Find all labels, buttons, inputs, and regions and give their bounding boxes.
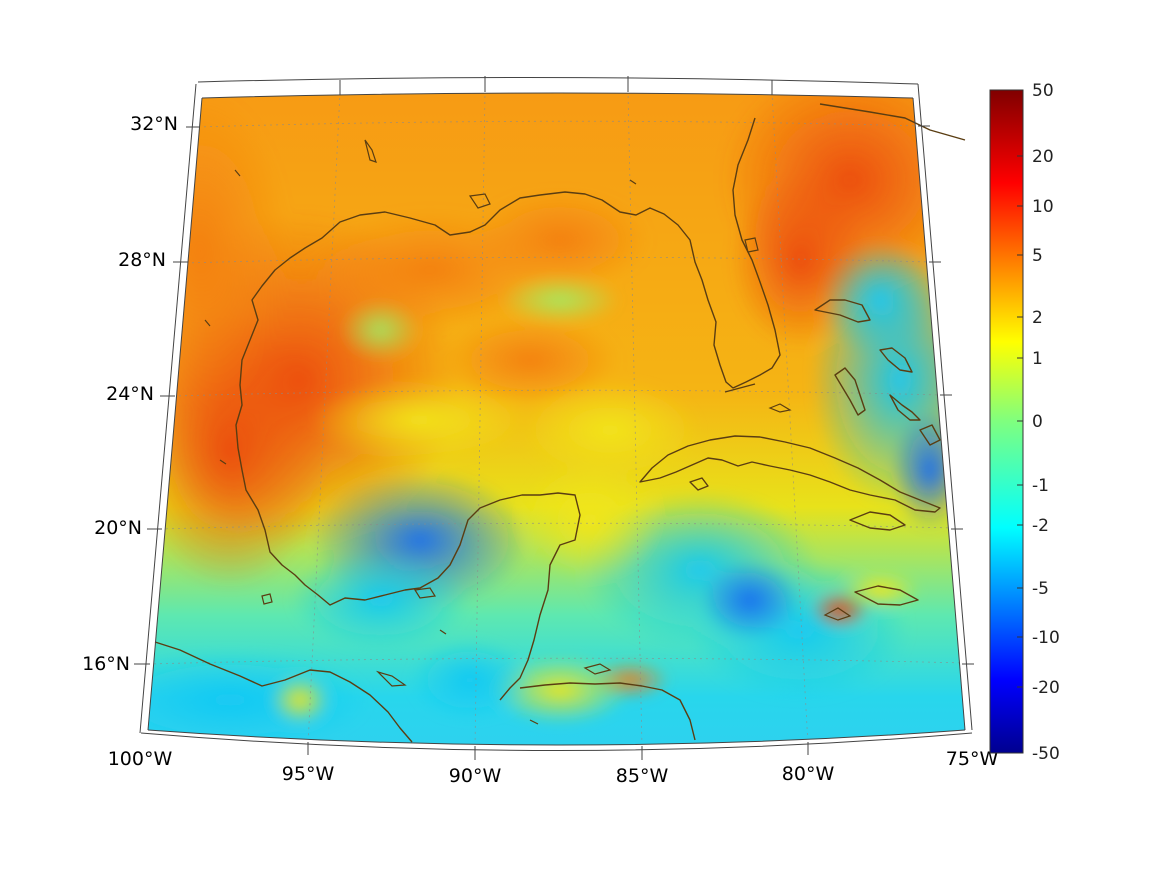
colorbar-label: -5 <box>1032 579 1049 599</box>
lat-label: 28°N <box>118 249 166 271</box>
lat-label: 16°N <box>82 653 130 675</box>
colorbar-label: 5 <box>1032 246 1043 266</box>
lon-label: 100°W <box>108 748 173 770</box>
colorbar-label: -2 <box>1032 516 1049 536</box>
lat-label: 24°N <box>106 383 154 405</box>
coastlines <box>154 103 966 743</box>
colorbar-label: -10 <box>1032 628 1060 648</box>
lon-label: 90°W <box>449 765 502 787</box>
longitude-labels: 100°W 95°W 90°W 85°W 80°W 75°W <box>108 748 999 787</box>
colorbar-label: 0 <box>1032 412 1043 432</box>
colorbar-label: 20 <box>1032 147 1054 167</box>
lat-label: 20°N <box>94 517 142 539</box>
lat-label: 32°N <box>130 113 178 135</box>
lon-label: 85°W <box>616 765 669 787</box>
colorbar: 50 20 10 5 2 1 0 -1 -2 -5 -10 -20 -50 <box>989 81 1060 764</box>
colorbar-label: 50 <box>1032 81 1054 101</box>
colorbar-label: -1 <box>1032 476 1049 496</box>
colorbar-label: -50 <box>1032 744 1060 764</box>
colorbar-label: -20 <box>1032 678 1060 698</box>
lon-label: 95°W <box>282 763 335 785</box>
latitude-labels: 32°N 28°N 24°N 20°N 16°N <box>82 113 178 675</box>
lon-label: 80°W <box>782 763 835 785</box>
map-frame <box>134 76 974 760</box>
colorbar-ticks <box>1017 155 1023 688</box>
colorbar-label: 1 <box>1032 349 1043 369</box>
colorbar-label: 10 <box>1032 197 1054 217</box>
colorbar-label: 2 <box>1032 308 1043 328</box>
data-field <box>148 93 965 745</box>
graticule <box>148 93 965 745</box>
lon-label: 75°W <box>946 748 999 770</box>
